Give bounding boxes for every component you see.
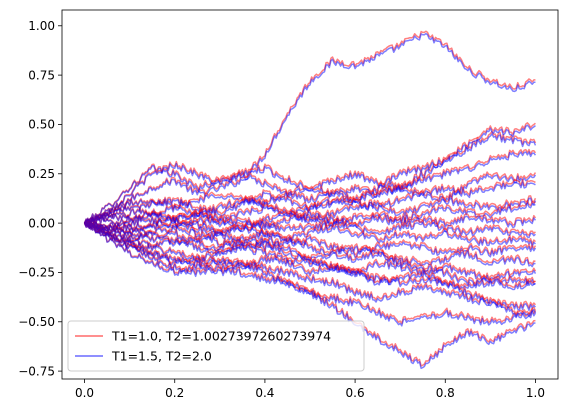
series-2-path-11 — [84, 221, 536, 249]
y-tick-label: −0.25 — [18, 266, 55, 280]
legend-label-series-1: T1=1.0, T2=1.0027397260273974 — [111, 329, 331, 344]
x-tick-label: 0.8 — [436, 386, 455, 400]
series-2-path-19 — [84, 221, 537, 318]
series-1-path-19 — [84, 221, 537, 315]
x-tick-label: 0.4 — [255, 386, 274, 400]
x-tick-label: 0.2 — [165, 386, 184, 400]
y-axis: −0.75 −0.50 −0.25 0.00 0.25 0.50 0.75 1.00 — [18, 19, 62, 378]
y-tick-label: −0.75 — [18, 364, 55, 378]
x-tick-label: 0.6 — [346, 386, 365, 400]
x-tick-label: 0.0 — [75, 386, 94, 400]
y-tick-label: 0.75 — [28, 68, 55, 82]
legend-box — [67, 320, 365, 372]
series-1-path-16 — [83, 222, 537, 309]
series-layer — [83, 30, 537, 370]
series-2-path-18 — [83, 221, 536, 370]
y-tick-label: 1.00 — [28, 19, 55, 33]
series-1-path-3 — [83, 122, 536, 225]
series-2-path-1 — [83, 32, 536, 224]
x-axis: 0.0 0.2 0.4 0.6 0.8 1.0 — [75, 379, 545, 400]
y-tick-label: 0.50 — [28, 118, 55, 132]
legend: T1=1.0, T2=1.0027397260273974 T1=1.5, T2… — [67, 320, 365, 372]
x-tick-label: 1.0 — [526, 386, 545, 400]
series-2-path-16 — [83, 222, 537, 312]
series-1-path-15 — [83, 219, 536, 288]
series-1-path-9 — [83, 208, 537, 232]
series-2-path-20 — [83, 212, 536, 291]
series-1-path-10 — [83, 218, 536, 237]
y-tick-label: 0.25 — [28, 167, 55, 181]
plot-frame — [61, 9, 559, 380]
series-2-path-3 — [83, 124, 536, 225]
series-2-path-9 — [83, 211, 537, 233]
y-tick-label: 0.00 — [28, 216, 55, 230]
y-tick-label: −0.50 — [18, 315, 55, 329]
series-1-path-11 — [84, 221, 536, 246]
legend-label-series-2: T1=1.5, T2=2.0 — [111, 349, 212, 364]
